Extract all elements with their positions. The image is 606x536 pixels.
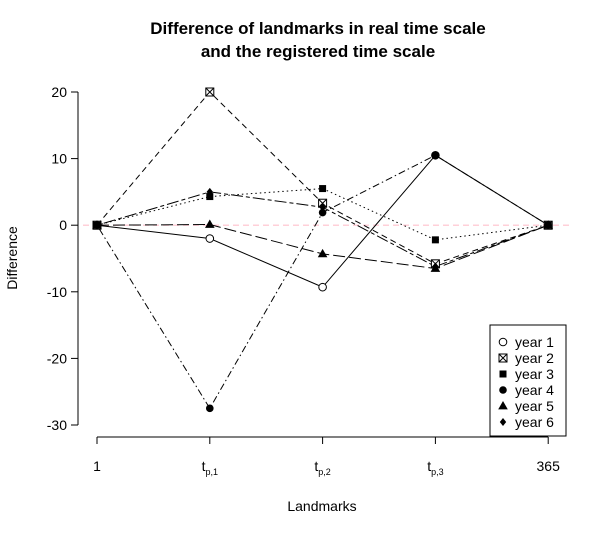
legend-item: year 1 <box>498 334 554 350</box>
legend-label: year 1 <box>515 334 554 350</box>
legend-label: year 5 <box>515 398 554 414</box>
data-point <box>431 151 440 160</box>
series-points-year-2 <box>92 87 553 269</box>
data-point <box>205 87 215 97</box>
series-year-5 <box>96 224 549 270</box>
legend-item: year 3 <box>499 366 554 382</box>
series-year-2 <box>96 91 549 265</box>
data-point <box>206 404 214 413</box>
legend-marker <box>499 418 507 426</box>
series-points-year-1 <box>92 150 553 292</box>
data-point <box>319 185 327 193</box>
legend-marker <box>498 337 508 347</box>
series-year-3 <box>96 188 549 241</box>
chart-title-line-1: Difference of landmarks in real time sca… <box>150 19 485 38</box>
series-points-year-6 <box>93 187 552 271</box>
series-line <box>96 91 549 265</box>
data-point <box>317 248 328 258</box>
data-point <box>432 262 439 271</box>
legend-item: year 6 <box>499 414 554 430</box>
x-axis: 1 tp,1 tp,2 tp,3 365 <box>93 436 561 477</box>
data-point <box>318 208 327 217</box>
data-point <box>318 282 327 292</box>
x-tick-label: tp,1 <box>202 458 218 477</box>
x-tick-label: tp,2 <box>314 458 330 477</box>
x-tick-label: 1 <box>93 458 101 474</box>
data-point <box>206 193 214 201</box>
data-point <box>319 203 326 212</box>
legend-label: year 3 <box>515 366 554 382</box>
legend-label: year 4 <box>515 382 554 398</box>
data-point <box>93 221 101 230</box>
data-point <box>431 236 439 244</box>
y-tick-label: -30 <box>47 417 67 433</box>
y-tick-label: 20 <box>51 84 67 100</box>
legend-item: year 2 <box>498 350 554 366</box>
data-point <box>205 234 215 243</box>
y-tick-label: -10 <box>47 284 67 300</box>
y-tick-label: 10 <box>51 151 67 167</box>
y-axis-title: Difference <box>4 226 20 290</box>
legend-marker <box>498 353 508 363</box>
series-line <box>96 154 549 410</box>
series-line <box>96 224 549 270</box>
series-line <box>96 188 549 241</box>
series-line <box>96 154 549 288</box>
legend-marker <box>498 401 508 410</box>
chart-title-line-2: and the registered time scale <box>201 42 435 61</box>
data-point <box>206 187 213 196</box>
series-points-year-5 <box>92 219 553 272</box>
series-year-4 <box>96 154 549 410</box>
legend-label: year 2 <box>515 350 554 366</box>
x-tick-label: 365 <box>537 458 561 474</box>
legend-item: year 4 <box>499 382 554 398</box>
x-tick-label: tp,3 <box>427 458 443 477</box>
legend-label: year 6 <box>515 414 554 430</box>
legend-marker <box>499 386 507 394</box>
series-year-1 <box>96 154 549 288</box>
data-point <box>545 221 552 230</box>
y-axis: 20 10 0 -10 -20 -30 <box>47 84 79 433</box>
x-axis-title: Landmarks <box>287 498 356 514</box>
data-point <box>205 219 215 228</box>
legend-marker <box>499 370 507 378</box>
y-tick-label: 0 <box>59 217 67 233</box>
series-layer <box>92 87 553 413</box>
y-tick-label: -20 <box>47 350 67 366</box>
legend-item: year 5 <box>498 398 554 414</box>
